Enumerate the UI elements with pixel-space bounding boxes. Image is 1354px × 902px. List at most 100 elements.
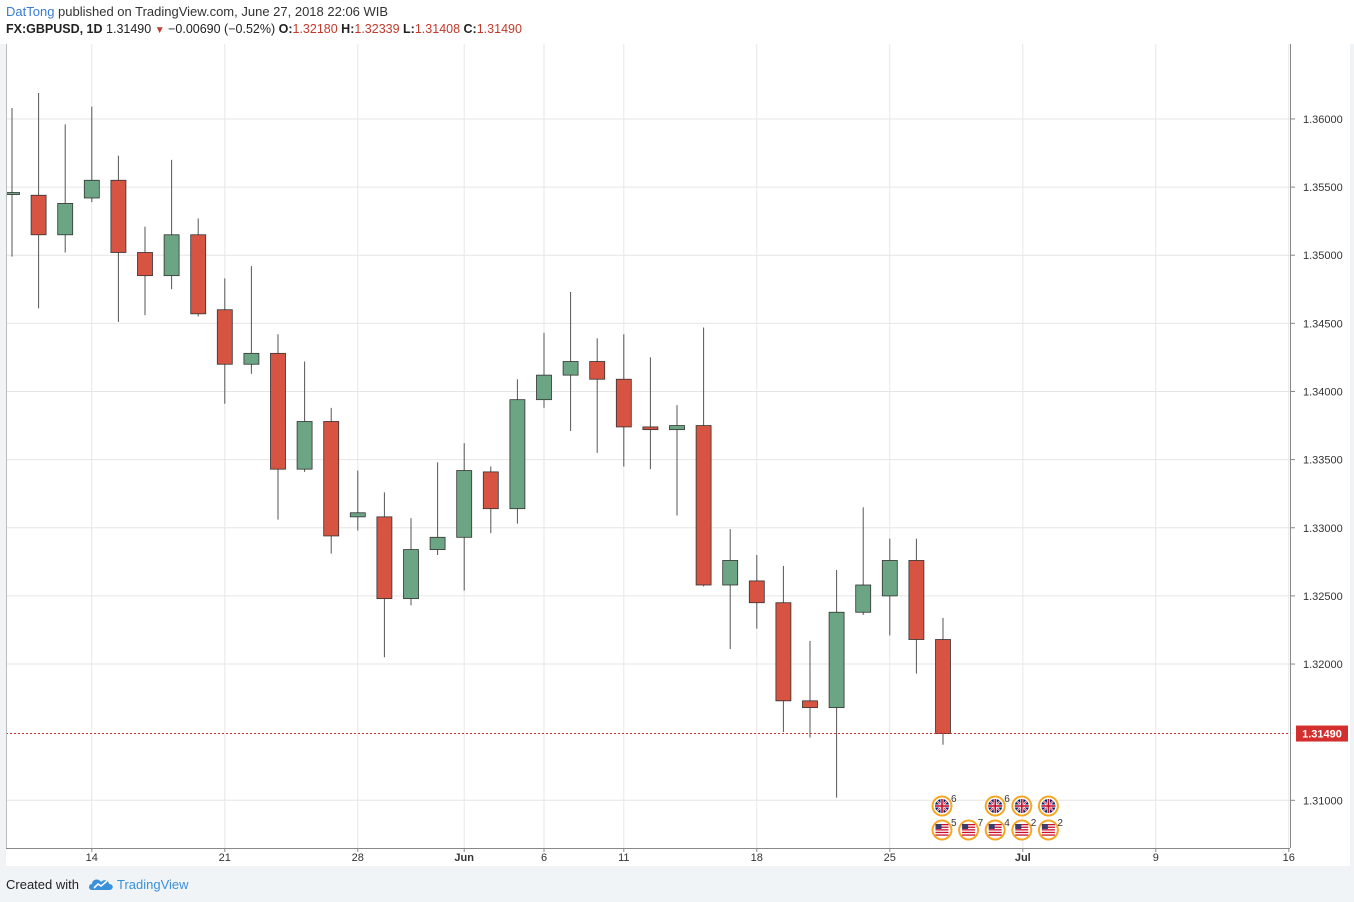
uk-flag-event-icon[interactable]: [1011, 795, 1033, 817]
candle-body-down: [270, 352, 286, 470]
candle: [935, 617, 951, 745]
candle-body-up: [163, 234, 180, 277]
us-flag-event-icon[interactable]: 2: [1011, 818, 1037, 841]
candle-body-down: [935, 639, 951, 734]
uk-flag-event-icon[interactable]: 6: [984, 794, 1011, 817]
x-tick-label: 18: [751, 852, 763, 864]
candle: [110, 155, 127, 322]
candle-body-down: [482, 471, 499, 510]
last-price-label: 1.31490: [1302, 729, 1342, 741]
candle-body-down: [615, 378, 632, 428]
candle: [748, 555, 765, 629]
candle: [695, 327, 712, 587]
candle-body-up: [296, 421, 313, 470]
candle: [137, 226, 153, 316]
candle-body-up: [243, 352, 260, 365]
x-tick-label: 21: [219, 852, 231, 864]
flag-stripe: [988, 834, 1002, 836]
high-value: 1.32339: [354, 22, 400, 36]
x-tick-label: Jun: [454, 852, 474, 864]
economic-events: 6 5 7 6 4 2 2: [931, 794, 1064, 841]
uk-flag-event-icon[interactable]: 6: [931, 794, 958, 817]
candle-body-up: [536, 374, 552, 401]
x-tick-label: 11: [618, 852, 629, 864]
candle-body-up: [83, 179, 100, 199]
y-tick-label: 1.35500: [1303, 182, 1343, 194]
candle-body-down: [216, 309, 233, 365]
candle: [83, 106, 100, 203]
candle-body-up: [509, 399, 526, 510]
candle: [403, 518, 419, 606]
candle-body-up: [57, 203, 74, 236]
y-tick-label: 1.34500: [1303, 318, 1343, 330]
us-flag-event-icon[interactable]: 7: [958, 818, 984, 841]
tradingview-cloud-icon[interactable]: [88, 876, 114, 892]
candle: [456, 443, 473, 591]
candle-body-down: [695, 425, 712, 586]
candle-body-up: [669, 425, 685, 431]
candle: [802, 640, 818, 738]
flag-stripe: [962, 829, 976, 831]
grid: [6, 44, 1290, 848]
last-price-label-bg: [1296, 725, 1348, 742]
change-value: −0.00690 (−0.52%): [168, 22, 276, 36]
y-tick-label: 1.34000: [1303, 386, 1343, 398]
candle: [57, 124, 74, 253]
author-link[interactable]: DatTong: [6, 4, 55, 19]
event-count: 5: [951, 818, 957, 829]
candle: [190, 218, 207, 317]
footer: Created with TradingView: [0, 866, 1354, 902]
uk-flag-event-icon[interactable]: [1037, 795, 1059, 817]
candle: [243, 266, 260, 374]
symbol-label[interactable]: FX:GBPUSD, 1D: [6, 22, 103, 36]
x-tick-label: 25: [884, 852, 896, 864]
candle: [216, 278, 233, 404]
last-price-line: 1.31490: [6, 725, 1348, 742]
candle: [163, 159, 180, 290]
event-count: 4: [1004, 818, 1010, 829]
us-flag-event-icon[interactable]: 4: [984, 818, 1011, 841]
flag-cross-v-red: [941, 799, 943, 813]
close-label: C:: [463, 22, 477, 36]
candlestick-chart[interactable]: 1.31490 65 764 2 2 1.360001.355001.350001.3…: [6, 44, 1350, 866]
us-flag-event-icon[interactable]: 2: [1037, 818, 1064, 841]
candle-body-down: [908, 560, 925, 640]
x-tick-label: 9: [1153, 852, 1159, 864]
candle: [855, 507, 872, 615]
flag-stripe: [1041, 826, 1055, 828]
published-text: published on TradingView.com, June 27, 2…: [54, 4, 389, 19]
flag-stripe: [935, 834, 949, 836]
us-flag-event-icon[interactable]: 5: [931, 818, 958, 841]
y-tick-label: 1.35000: [1303, 250, 1343, 262]
close-value: 1.31490: [476, 22, 522, 36]
candle-body-down: [190, 234, 207, 315]
open-label: O:: [278, 22, 293, 36]
flag-stripe: [1015, 824, 1029, 826]
candle: [589, 338, 606, 453]
candle: [828, 570, 845, 798]
candle-body-down: [589, 361, 606, 380]
y-tick-label: 1.33000: [1303, 523, 1343, 535]
flag-stripe: [988, 824, 1002, 826]
flag-stripe: [935, 831, 949, 834]
flag-stripe: [935, 826, 949, 828]
candle: [669, 405, 685, 516]
event-count: 7: [978, 818, 984, 829]
flag-stripe: [1041, 834, 1055, 836]
flag-stripe: [962, 824, 976, 826]
flag-stripe: [962, 834, 976, 836]
tradingview-brand-link[interactable]: TradingView: [117, 877, 189, 892]
candle: [509, 379, 526, 524]
ohlc-legend: FX:GBPUSD, 1D 1.31490 ▼ −0.00690 (−0.52%…: [6, 22, 522, 36]
candle-body-up: [855, 584, 872, 613]
candle: [642, 357, 659, 470]
flag-stripe: [1015, 829, 1029, 831]
candle-body-up: [881, 560, 898, 597]
created-with-text: Created with: [6, 877, 79, 892]
candle: [270, 334, 286, 520]
candle: [349, 470, 366, 531]
flag-stripe: [1041, 829, 1055, 831]
axes: 1.36000 1.35500 1.35000 1.34500 1.34000 1.335…: [6, 44, 1343, 864]
candle: [376, 492, 393, 658]
